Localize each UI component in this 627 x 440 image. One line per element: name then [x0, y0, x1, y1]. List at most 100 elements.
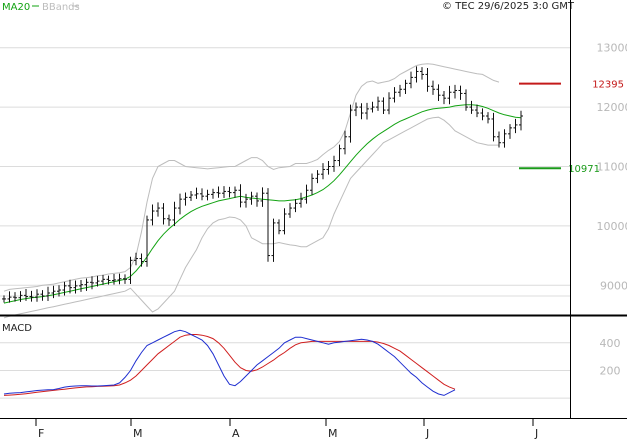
ohlc-bar [84, 278, 89, 291]
ohlc-bar [134, 252, 138, 266]
ohlc-bar [161, 203, 166, 225]
ohlc-bar [469, 100, 474, 114]
month-label: J [534, 427, 538, 440]
ohlc-bar [343, 130, 347, 155]
price-tick-label: 11000 [597, 160, 627, 173]
ohlc-bar [310, 173, 314, 195]
ohlc-bar [398, 84, 402, 97]
ohlc-bar [167, 214, 171, 226]
ohlc-bar [62, 281, 67, 296]
ohlc-bar [381, 97, 386, 115]
ohlc-bar [519, 110, 523, 131]
support-label: 10971 [568, 164, 600, 175]
price-tick-label: 13000 [597, 42, 627, 55]
ohlc-bar [420, 67, 424, 80]
legend-bbands: BBands [42, 2, 80, 13]
ohlc-bar [211, 188, 215, 199]
ohlc-bar [348, 104, 353, 143]
ohlc-bar [326, 160, 331, 175]
bb-upper-line [3, 63, 500, 292]
month-label: M [133, 427, 143, 440]
ohlc-bar [112, 273, 116, 285]
ohlc-bar [2, 295, 6, 303]
ohlc-bar [51, 285, 56, 299]
ohlc-bar [299, 192, 303, 208]
ohlc-bar [172, 201, 177, 227]
ohlc-bar [321, 163, 325, 180]
ohlc-bar [244, 193, 248, 208]
macd-axis: 200 400 [600, 337, 621, 378]
ohlc-bar [90, 276, 94, 290]
ohlc-bar [139, 253, 144, 267]
ohlc-bar [7, 291, 12, 303]
ohlc-bar [216, 186, 221, 198]
ohlc-bar [233, 186, 237, 198]
ohlc-bar [442, 91, 446, 105]
ohlc-bar [57, 285, 61, 297]
ohlc-bar [95, 275, 100, 287]
ohlc-bar [183, 192, 188, 206]
ohlc-bar [106, 275, 111, 285]
ohlc-bar [123, 274, 127, 284]
bollinger-bands [3, 63, 500, 319]
ohlc-bar [194, 187, 199, 199]
ohlc-bar [359, 103, 364, 120]
ohlc-bar [491, 112, 496, 142]
month-label: J [425, 427, 429, 440]
ohlc-bar [260, 187, 265, 207]
ohlc-bar [447, 85, 452, 105]
ohlc-bar [271, 218, 276, 262]
ohlc-bar [403, 79, 408, 94]
ohlc-bar [354, 102, 358, 117]
ohlc-bar [46, 286, 50, 301]
ohlc-bar [436, 84, 441, 101]
ohlc-bar [156, 202, 160, 217]
ohlc-bar [337, 144, 342, 167]
ohlc-bar [376, 96, 380, 111]
ohlc-bar [497, 131, 501, 148]
price-tick-label: 9000 [600, 279, 627, 292]
ohlc-bar [277, 219, 281, 235]
ohlc-bar [502, 129, 507, 148]
ohlc-bar [370, 101, 375, 113]
support-resistance-levels: 12395 10971 [519, 80, 624, 175]
macd-line [3, 329, 456, 396]
ohlc-bar [392, 87, 397, 103]
macd-tick-label: 400 [600, 337, 621, 350]
ohlc-bar [18, 291, 23, 302]
ohlc-bar [178, 193, 182, 215]
ohlc-bar [200, 188, 204, 201]
bb-lower-line [3, 116, 499, 319]
ohlc-bar [68, 279, 72, 294]
ohlc-bar [150, 204, 155, 226]
ohlc-bar [425, 67, 430, 92]
ohlc-bar [453, 84, 457, 99]
ohlc-bar [409, 71, 413, 89]
watermark: © TEC 29/6/2025 3:0 GMT [442, 1, 575, 12]
ohlc-bar [205, 189, 210, 201]
price-grid [0, 47, 570, 297]
ohlc-bar [238, 184, 243, 208]
macd-grid [0, 342, 570, 399]
ohlc-bar [304, 184, 309, 204]
ohlc-bar [101, 274, 105, 285]
ohlc-bar [513, 118, 518, 134]
price-tick-label: 10000 [597, 220, 627, 233]
ohlc-bar [486, 112, 490, 124]
price-tick-label: 12000 [597, 101, 627, 114]
ohlc-bar [255, 192, 259, 207]
month-label: M [328, 427, 338, 440]
month-label: F [38, 427, 44, 440]
macd-title: MACD [2, 323, 32, 334]
ohlc-bar [266, 188, 270, 262]
ohlc-bar [508, 124, 512, 139]
ohlc-bar [79, 280, 83, 292]
ohlc-bar [249, 191, 254, 205]
ohlc-bar [431, 80, 435, 95]
ohlc-bar [13, 292, 17, 302]
ohlc-bar [475, 104, 479, 118]
ohlc-bar [189, 190, 193, 202]
ohlc-bar [222, 186, 226, 198]
